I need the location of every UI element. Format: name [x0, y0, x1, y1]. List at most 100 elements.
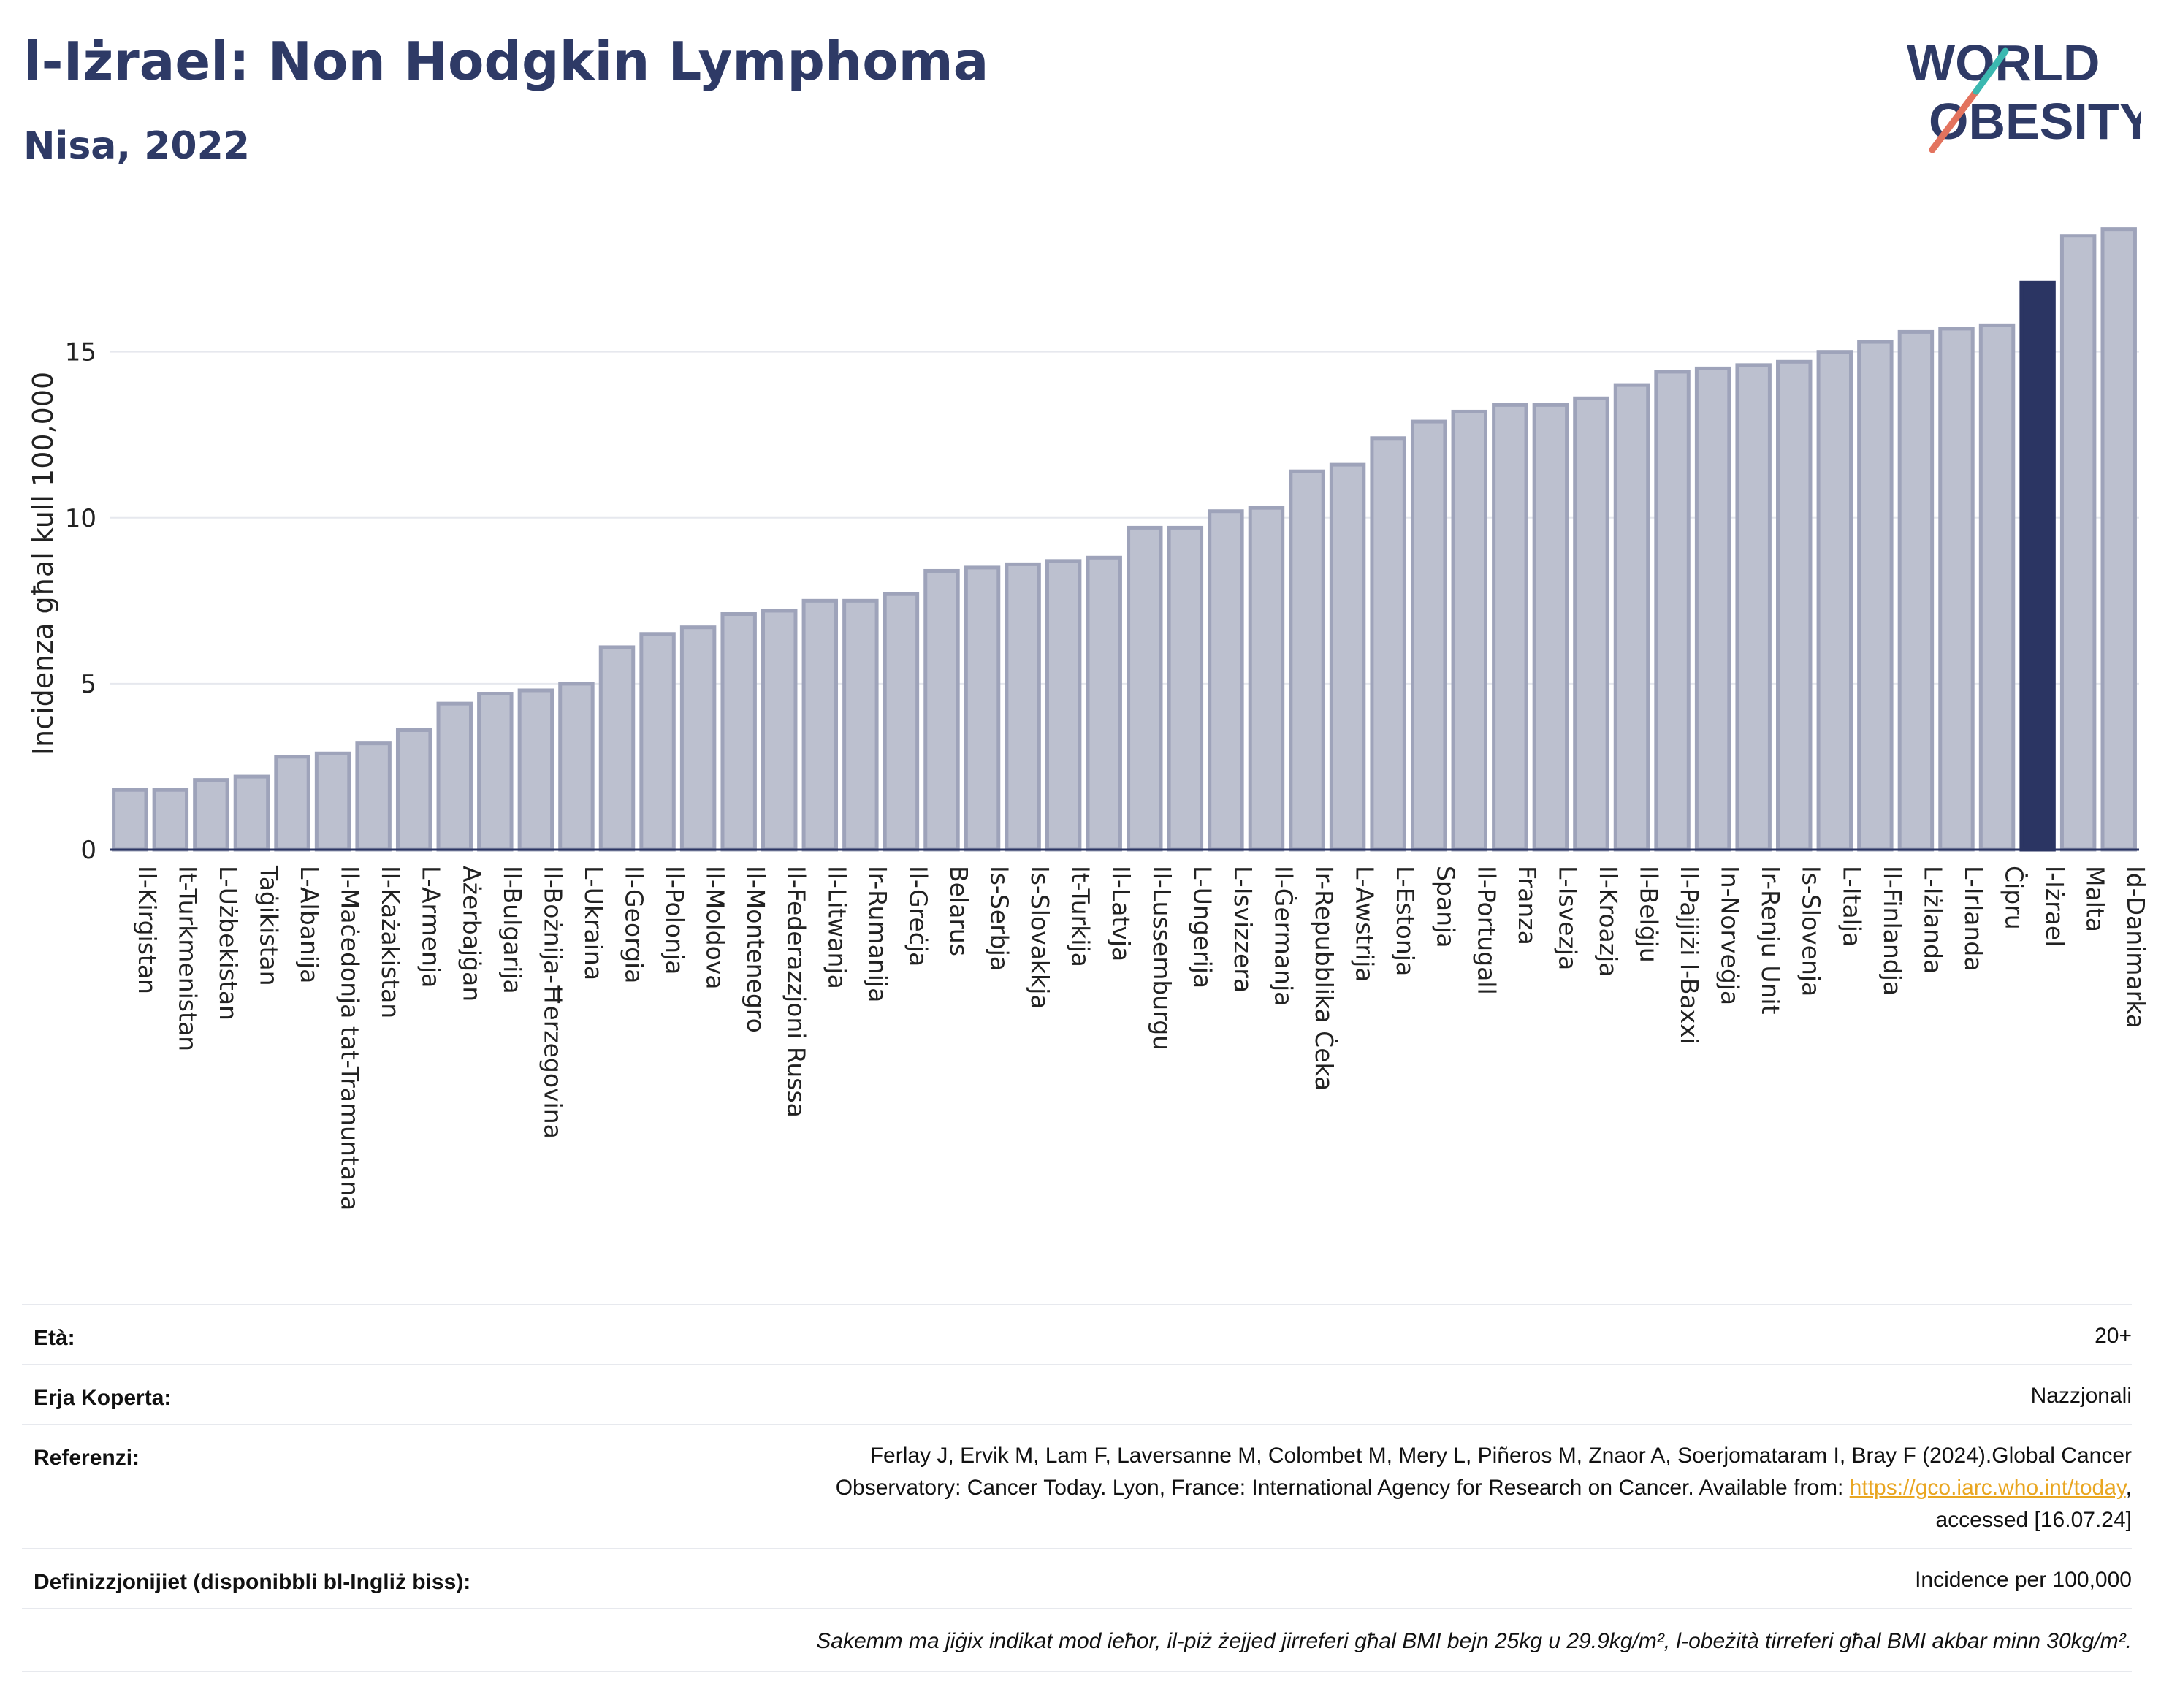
bar [1857, 340, 1894, 852]
bar [1532, 403, 1569, 852]
y-axis-label: Incidenza għal kull 100,000 [27, 372, 59, 755]
bar [436, 701, 473, 852]
meta-row-note: Sakemm ma jiġix indikat mod ieħor, il-pi… [22, 1608, 2132, 1672]
y-tick-label: 5 [80, 670, 96, 699]
bar [355, 741, 392, 852]
x-tick-label: Il-Finlandja [1878, 866, 1907, 996]
y-tick-label: 10 [65, 504, 96, 533]
bar [2059, 234, 2097, 852]
bar [1613, 383, 1650, 852]
x-tick-label: L-Estonja [1391, 866, 1419, 976]
x-tick-label: Is-Serbja [986, 866, 1014, 971]
bar [112, 788, 148, 852]
x-tick-label: Taġikistan [254, 865, 283, 986]
x-tick-label: It-Turkmenistan [173, 866, 202, 1051]
references-label: Referenzi: [34, 1446, 140, 1470]
bar [1573, 396, 1609, 852]
references-link[interactable]: https://gco.iarc.who.int/today [1849, 1476, 2126, 1500]
x-tick-label: L-Iżlanda [1918, 866, 1947, 974]
bar [1167, 525, 1204, 852]
bar [1410, 419, 1447, 852]
bar [274, 755, 310, 852]
x-tick-label: Il-Ġermanja [1269, 866, 1298, 1006]
bar [1127, 525, 1163, 852]
world-obesity-logo: WORLD OBESITY [1907, 34, 2141, 153]
bar [1816, 350, 1853, 852]
bar [2019, 280, 2056, 852]
page-title: l-Iżrael: Non Hodgkin Lymphoma [23, 31, 989, 92]
logo-text-line1: WORLD [1907, 34, 2100, 91]
x-tick-label: Spanja [1432, 866, 1460, 948]
bar [395, 728, 432, 852]
page-subtitle: Nisa, 2022 [23, 124, 250, 168]
x-tick-label: Id-Danimarka [2122, 866, 2150, 1029]
x-tick-label: Il-Federazzjoni Russa [782, 866, 811, 1118]
references-line-2: Observatory: Cancer Today. Lyon, France:… [451, 1472, 2132, 1504]
logo-slash-teal [1973, 47, 2009, 95]
x-tick-label: Il-Kirgistan [133, 866, 161, 994]
x-tick-label: Il-Greċja [904, 866, 932, 967]
bar [1735, 363, 1772, 852]
x-tick-label: L-Isvizzera [1229, 866, 1257, 993]
bar [1248, 506, 1285, 852]
bar [1694, 366, 1731, 852]
bar [1005, 562, 1041, 852]
x-tick-label: L-Ungerija [1188, 866, 1216, 988]
bar [152, 788, 189, 852]
x-tick-label: Il-Maċedonja tat-Tramuntana [336, 866, 365, 1211]
area-label: Erja Koperta: [34, 1386, 172, 1410]
bar [1370, 436, 1406, 852]
x-tick-label: Malta [2081, 866, 2110, 932]
references-value: Ferlay J, Ervik M, Lam F, Laversanne M, … [451, 1440, 2132, 1536]
bar [923, 568, 960, 852]
bar [314, 751, 351, 852]
bar [598, 645, 636, 852]
bar [761, 609, 798, 852]
bar [1329, 462, 1366, 852]
x-tick-label: Il-Georgia [620, 866, 649, 983]
x-tick-label: L-Isvezja [1553, 866, 1582, 970]
references-line-2-text: Observatory: Cancer Today. Lyon, France:… [835, 1476, 1850, 1500]
x-tick-label: L-Awstrija [1351, 866, 1379, 982]
x-tick-label: In-Norveġja [1716, 866, 1745, 1005]
bar [517, 688, 554, 852]
age-label: Età: [34, 1326, 75, 1350]
x-tick-label: L-Użbekistan [214, 866, 243, 1021]
definitions-value: Incidence per 100,000 [1915, 1568, 2132, 1592]
bar [801, 598, 839, 852]
x-tick-label: Ir-Rumanija [864, 866, 892, 1002]
bar [1978, 323, 2016, 852]
y-tick-label: 0 [80, 836, 96, 865]
bar [720, 612, 757, 852]
meta-row-area: Erja Koperta: Nazzjonali [22, 1364, 2132, 1424]
x-tick-label: Belarus [945, 866, 973, 956]
bar [1451, 409, 1487, 852]
meta-row-definitions: Definizzjonijiet (disponibbli bl-Ingliż … [22, 1548, 2132, 1608]
definitions-label: Definizzjonijiet (disponibbli bl-Ingliż … [34, 1570, 471, 1594]
x-tick-label: Ċipru [2000, 866, 2029, 930]
x-tick-label: Il-Bożnija-Ħerzegovina [538, 866, 567, 1139]
bar [1776, 359, 1813, 852]
x-tick-label: L-Ukraina [579, 866, 608, 980]
x-tick-label: l-Iżrael [2040, 866, 2069, 947]
x-tick-label: L-Irlanda [1959, 866, 1988, 972]
x-tick-label: L-Albanija [295, 866, 324, 983]
bar [964, 565, 1001, 852]
x-tick-label: It-Turkija [1067, 866, 1095, 967]
x-tick-label: Ir-Repubblika Ċeka [1310, 866, 1339, 1091]
x-tick-label: Il-Litwanja [823, 866, 851, 989]
x-tick-label: Il-Moldova [701, 866, 730, 990]
bar [1897, 329, 1935, 852]
bar [1045, 559, 1082, 852]
bar [1208, 509, 1244, 852]
bar [1289, 469, 1325, 852]
x-tick-label: Franza [1513, 866, 1541, 945]
age-value: 20+ [2095, 1324, 2132, 1348]
x-tick-label: Il-Portugall [1472, 866, 1501, 995]
x-tick-label: Is-Slovakkja [1026, 866, 1054, 1010]
bar [477, 692, 514, 852]
x-tick-label: Il-Latvja [1107, 866, 1135, 961]
bar [883, 592, 920, 852]
x-tick-label: Il-Każakistan [376, 866, 405, 1018]
